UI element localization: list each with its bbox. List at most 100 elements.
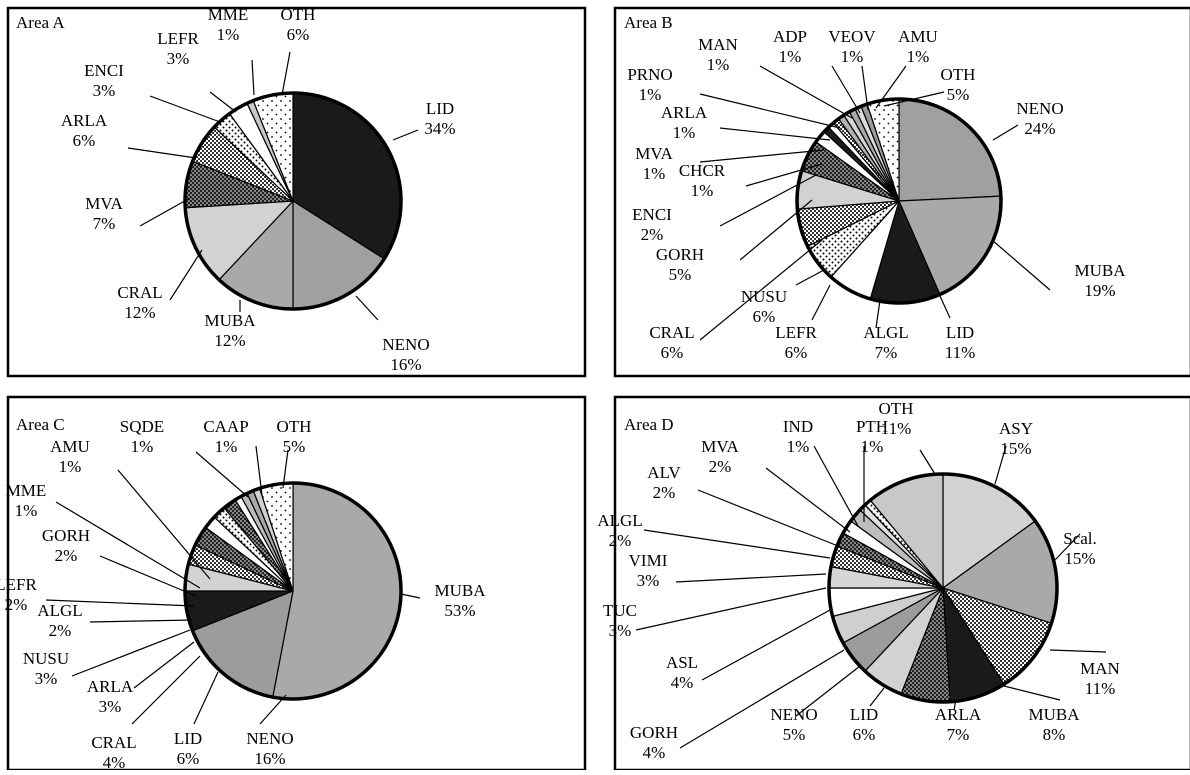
slice-percent: 11% [881,419,912,438]
slice-percent: 2% [5,595,28,614]
leader-line [259,694,287,725]
leader-line [875,65,907,109]
slice-percent: 1% [131,437,154,456]
slice-label: VEOV [828,27,876,46]
leader-line [869,687,885,707]
slice-percent: 4% [103,753,126,770]
leader-line [195,451,249,498]
slice-percent: 7% [947,725,970,744]
leader-line [719,174,817,227]
leader-line [71,629,191,677]
leader-line [994,445,1007,485]
slice-percent: 1% [15,501,38,520]
slice-label: Scal. [1063,529,1097,548]
slice-label: LEFR [157,29,199,48]
slice-percent: 1% [217,25,240,44]
slice-percent: 3% [99,697,122,716]
slice-percent: 1% [215,437,238,456]
leader-line [1003,685,1061,701]
slice-percent: 1% [639,85,662,104]
leader-line [831,65,861,114]
leader-line [400,593,421,599]
slice-percent: 2% [641,225,664,244]
slice-percent: 6% [853,725,876,744]
slice-label: LID [850,705,878,724]
slice-percent: 24% [1024,119,1055,138]
leader-line [117,469,211,580]
slice-percent: 5% [283,437,306,456]
leader-line [131,655,201,725]
slice-label: ARLA [935,705,982,724]
chart-title: Area D [624,415,674,434]
slice-label: IND [783,417,813,436]
slice-label: AMU [50,437,90,456]
slice-label: MVA [635,144,673,163]
slice-percent: 2% [609,531,632,550]
slice-label: OTH [281,5,316,24]
slice-percent: 5% [947,85,970,104]
slice-label: VIMI [629,551,668,570]
leader-line [739,199,813,261]
leader-line [813,445,859,527]
leader-line [1054,533,1081,561]
leader-line [875,299,881,329]
leader-line [765,467,851,533]
leader-line [795,269,825,286]
leader-line [679,649,845,749]
slice-percent: 34% [424,119,455,138]
leader-line [992,124,1019,141]
slice-percent: 3% [93,81,116,100]
leader-line [282,449,289,489]
slice-label: ALGL [37,601,82,620]
slice-label: OTH [277,417,312,436]
slice-percent: 4% [643,743,666,762]
slice-label: NUSU [23,649,69,668]
slice-percent: 12% [124,303,155,322]
slice-percent: 6% [287,25,310,44]
slice-label: LEFR [0,575,37,594]
leader-line [919,449,936,475]
slice-percent: 6% [785,343,808,362]
slice-label: LEFR [775,323,817,342]
leader-line [45,599,195,607]
slice-percent: 3% [167,49,190,68]
slice-percent: 2% [49,621,72,640]
leader-line [55,501,201,589]
slice-percent: 19% [1084,281,1115,300]
slice-percent: 1% [691,181,714,200]
slice-percent: 6% [73,131,96,150]
slice-label: ASY [999,419,1033,438]
leader-line [701,609,831,681]
slice-label: MUBA [1028,705,1080,724]
slice-label: ALGL [597,511,642,530]
slice-label: CAAP [203,417,248,436]
slice-label: PRNO [627,65,672,84]
slice-percent: 2% [55,546,78,565]
slice-label: CRAL [117,283,162,302]
slice-percent: 1% [907,47,930,66]
leader-line [133,641,195,689]
slice-label: GORH [656,245,704,264]
slice-label: OTH [941,65,976,84]
slice-label: CRAL [91,733,136,752]
pie-panel-3: Area CMUBA53%NENO16%LID6%CRAL4%ARLA3%NUS… [0,395,587,772]
slice-label: NENO [246,729,293,748]
leader-line [699,149,825,163]
leader-line [392,129,419,141]
leader-line [127,147,197,159]
slice-percent: 15% [1000,439,1031,458]
slice-label: MVA [85,194,123,213]
leader-line [149,95,221,123]
slice-percent: 8% [1043,725,1066,744]
slice-percent: 11% [1085,679,1116,698]
slice-percent: 16% [390,355,421,374]
slice-percent: 3% [35,669,58,688]
slice-label: ENCI [84,61,124,80]
slice-label: ARLA [61,111,108,130]
leader-line [169,249,203,301]
slice-label: NENO [382,335,429,354]
chart-title: Area A [16,13,65,32]
slice-label: NUSU [741,287,787,306]
slice-label: MME [208,5,249,24]
